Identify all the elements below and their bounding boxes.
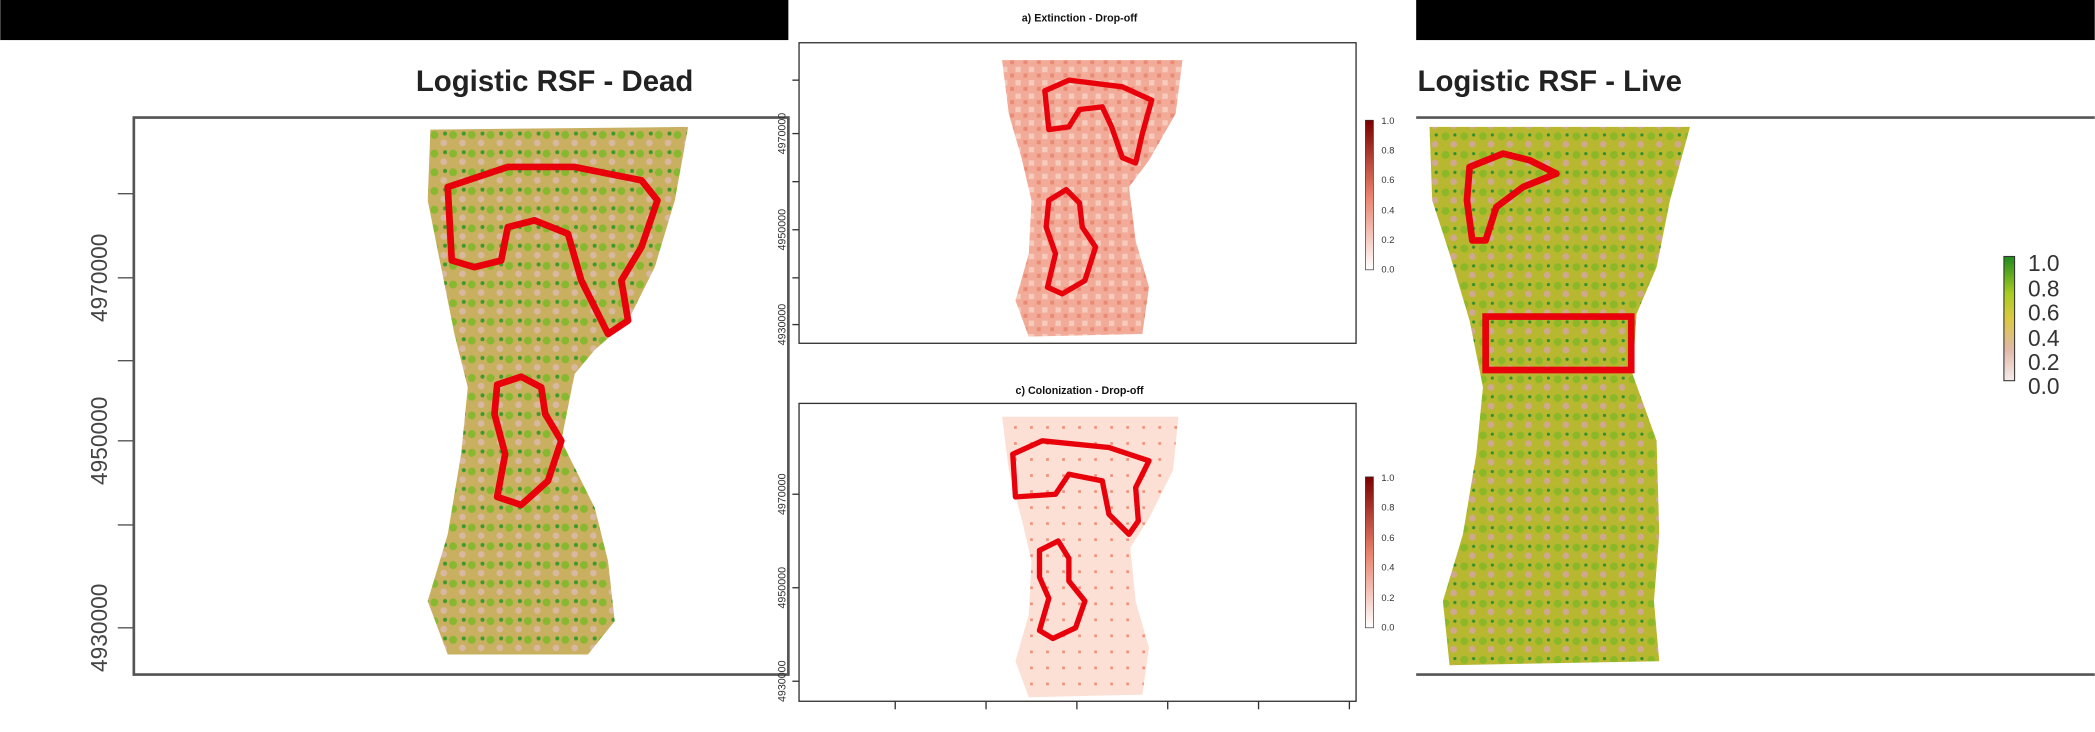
map-frame [798,42,1357,344]
colorbar-label: 0.2 [2028,349,2060,375]
map-raster [1429,126,1691,666]
colorbar-label: 1.0 [2028,250,2060,276]
panel-live: Logistic RSF - Live 1.0 0.8 0.6 0.4 0.2 … [1416,65,2095,676]
outline [1036,538,1088,642]
map-frame [132,116,790,676]
panel-colonization: c) Colonization - Drop-off 4970000 49500… [777,385,1394,710]
panel-title: a) Extinction - Drop-off [1022,12,1138,24]
map-raster [1002,416,1179,698]
colorbar-label: 0.4 [2028,325,2060,351]
panel-extinction: a) Extinction - Drop-off 4970000 4950000… [777,12,1395,345]
colorbar-label: 0.6 [1381,533,1394,543]
y-tick-label: 4930000 [777,304,789,346]
y-tick-label: 4970000 [777,113,789,155]
outline [1043,187,1099,297]
y-tick-label: 4930000 [86,584,112,672]
colorbar-label: 0.2 [1381,593,1394,603]
black-band [0,0,789,41]
black-band [1416,0,2095,41]
y-tick-label: 4930000 [777,660,789,702]
map-raster [1002,60,1183,337]
panel-title: Logistic RSF - Dead [416,65,693,98]
colorbar-label: 0.8 [1381,502,1394,512]
colorbar-label: 0.8 [1381,146,1394,156]
colorbar-label: 0.4 [1381,206,1394,216]
outline [444,163,661,338]
outline-box [1482,313,1635,374]
colorbar-label: 0.0 [2028,373,2060,399]
panel-title: c) Colonization - Drop-off [1016,385,1144,397]
colorbar-label: 0.4 [1381,562,1394,572]
panel-dead: Logistic RSF - Dead 4970000 4950000 4930… [86,65,790,676]
y-tick-label: 4950000 [777,209,789,251]
colorbar-label: 0.8 [2028,276,2060,302]
colorbar-label: 0.0 [1381,264,1394,274]
y-tick-label: 4970000 [777,473,789,515]
colorbar-label: 0.0 [1381,622,1394,632]
y-tick-label: 4970000 [86,234,112,322]
outline [1010,438,1152,537]
colorbar-label: 0.2 [1381,235,1394,245]
y-tick-label: 4950000 [777,567,789,609]
colorbar-label: 0.6 [1381,175,1394,185]
colorbar-label: 1.0 [1381,473,1394,483]
outline [1042,77,1155,166]
colorbar-label: 0.6 [2028,300,2060,326]
panel-title: Logistic RSF - Live [1418,65,1682,98]
map-raster [427,126,689,655]
colorbar [2003,255,2016,382]
colorbar [1365,476,1374,629]
outline [491,373,565,509]
outline [1463,150,1560,244]
colorbar [1365,119,1374,271]
y-tick-label: 4950000 [86,397,112,485]
colorbar-label: 1.0 [1381,116,1394,126]
